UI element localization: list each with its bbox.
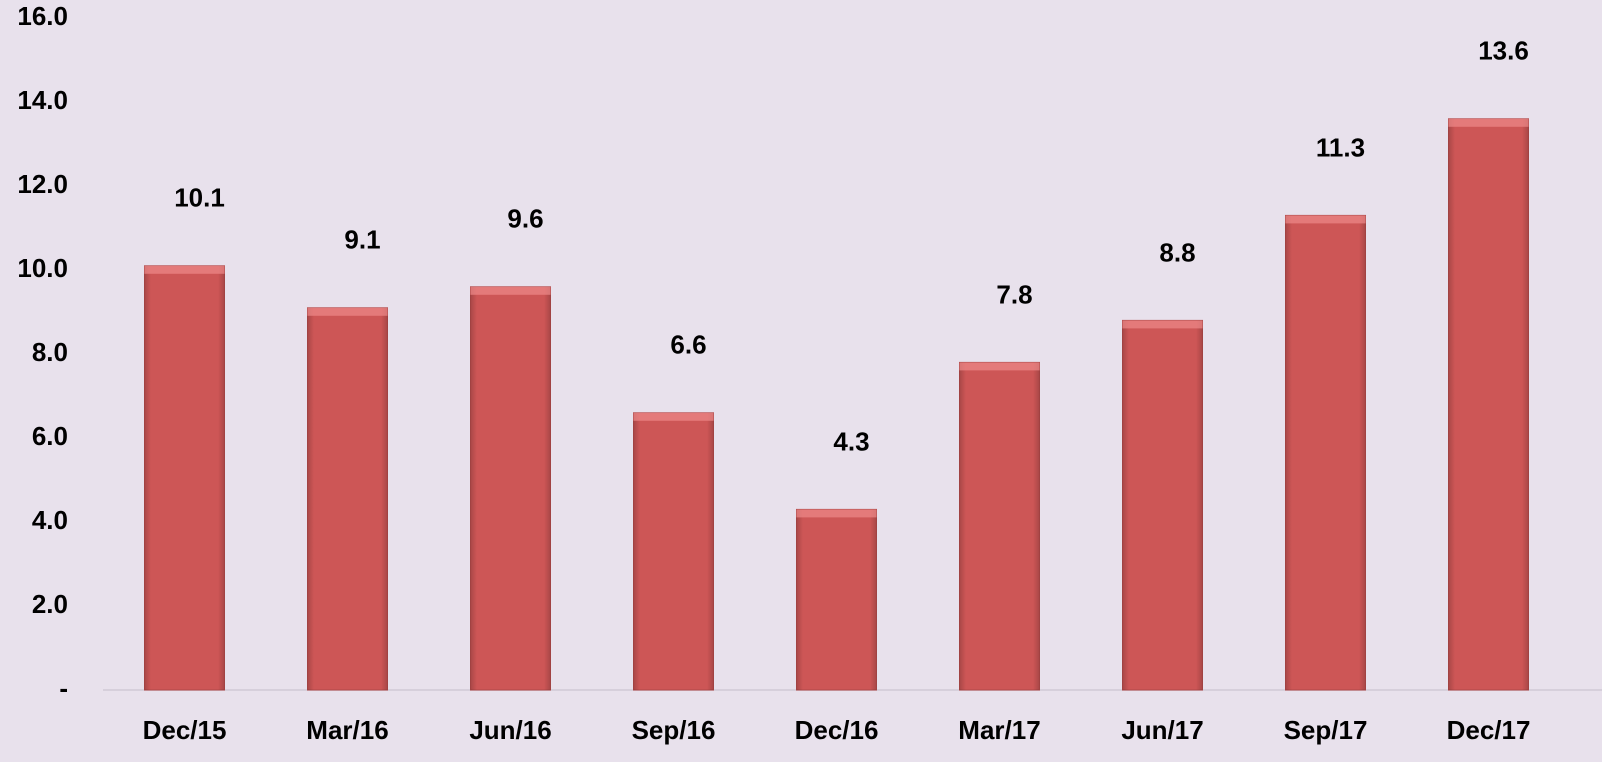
y-tick-label: 8.0 [32,337,68,367]
data-label: 4.3 [833,426,869,456]
x-tick-label: Dec/16 [795,715,879,745]
y-tick-label: 16.0 [17,1,68,31]
bar [633,412,714,691]
data-label: 9.6 [507,204,543,234]
data-label: 11.3 [1316,132,1365,162]
data-label: 10.1 [174,183,225,213]
data-label: 13.6 [1478,36,1529,66]
bar [144,265,225,691]
data-label: 6.6 [670,330,706,360]
bar-bevel [1448,118,1529,127]
bar-bevel [1122,320,1203,329]
x-tick-label: Sep/16 [632,715,716,745]
y-tick-label: 12.0 [17,169,68,199]
x-tick-label: Mar/16 [306,715,388,745]
y-tick-label: 10.0 [17,253,68,283]
bar [959,361,1040,691]
y-tick-label: 6.0 [32,421,68,451]
x-tick-label: Jun/17 [1121,715,1203,745]
x-tick-label: Mar/17 [958,715,1040,745]
bar [1122,319,1203,691]
y-tick-label: 4.0 [32,505,68,535]
x-tick-label: Dec/17 [1447,715,1531,745]
y-tick-label: 14.0 [17,85,68,115]
bar [1285,214,1366,691]
x-tick-label: Sep/17 [1284,715,1368,745]
data-label: 7.8 [996,279,1032,309]
bar [1448,118,1529,691]
y-tick-label: - [59,673,68,703]
y-tick-label: 2.0 [32,589,68,619]
bar-bevel [470,286,551,295]
bar [796,508,877,691]
data-label: 9.1 [344,225,380,255]
bar-bevel [1285,215,1366,224]
bar-bevel [796,509,877,518]
bar-bevel [959,362,1040,371]
data-label: 8.8 [1159,237,1195,267]
bar-bevel [307,307,388,316]
x-tick-label: Dec/15 [143,715,227,745]
bar-bevel [633,412,714,421]
bar [307,307,388,691]
bar-bevel [144,265,225,274]
x-tick-label: Jun/16 [469,715,551,745]
bar [470,286,551,691]
